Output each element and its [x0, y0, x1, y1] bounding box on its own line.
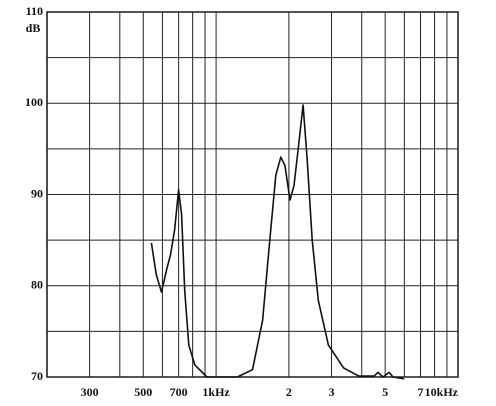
- x-tick-label: 3: [329, 385, 335, 399]
- y-tick-label: 110: [26, 4, 43, 18]
- x-tick-label: 2: [286, 385, 292, 399]
- y-unit: dB: [26, 21, 41, 35]
- x-tick-label: 7: [418, 385, 424, 399]
- x-tick-label: 5: [382, 385, 388, 399]
- x-tick-label: 10kHz: [425, 385, 459, 399]
- x-tick-label: 500: [134, 385, 152, 399]
- x-tick-label: 300: [81, 385, 99, 399]
- y-tick-label: 100: [25, 95, 43, 109]
- x-tick-label: 1kHz: [202, 385, 230, 399]
- y-tick-label: 70: [31, 369, 43, 383]
- response-curve: [150, 104, 405, 380]
- x-tick-label: 700: [170, 385, 188, 399]
- y-tick-label: 80: [31, 278, 43, 292]
- y-tick-label: 90: [31, 186, 43, 200]
